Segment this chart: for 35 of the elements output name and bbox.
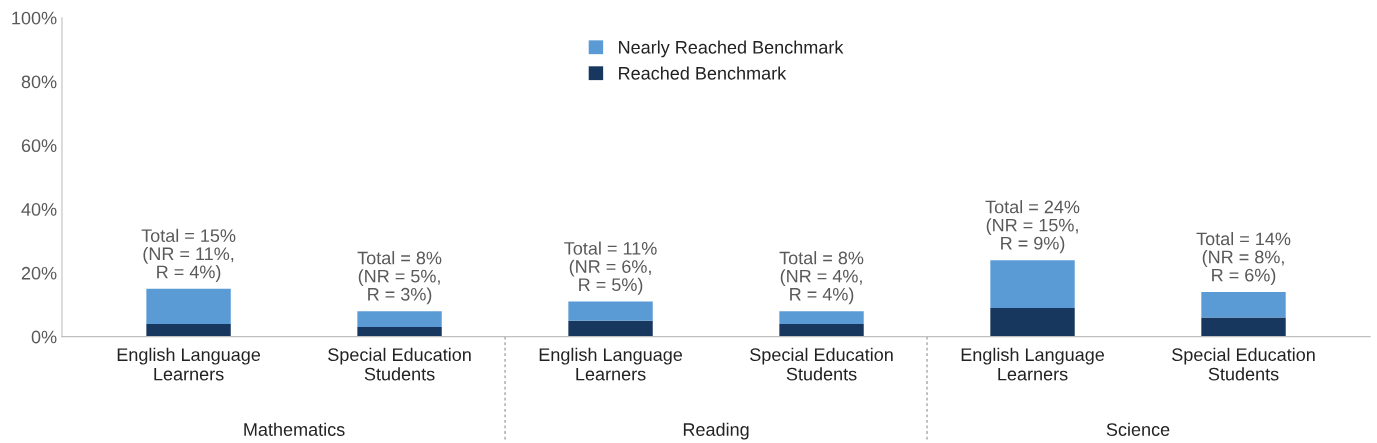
bar — [568, 301, 653, 321]
bar — [779, 323, 864, 337]
total-label: Total = 24% (NR = 15%, R = 9%) — [985, 200, 1080, 254]
bar — [357, 327, 442, 337]
y-tick-label: 60% — [21, 139, 57, 153]
text: Mathematics — [244, 422, 345, 436]
x-tick-label: English Language Learners — [539, 347, 683, 381]
x-tick-label: English Language Learners — [961, 347, 1105, 381]
bar — [1201, 317, 1286, 337]
text: Science — [1106, 422, 1170, 436]
y-tick-label: 20% — [21, 266, 57, 280]
total-label: Total = 8% (NR = 4%, R = 4%) — [779, 251, 864, 305]
x-tick-label: Special Education Students — [328, 347, 471, 381]
x-tick-label: Special Education Students — [1172, 347, 1315, 381]
bar — [146, 323, 231, 337]
bar — [779, 311, 864, 324]
y-tick-label: 80% — [21, 75, 57, 89]
y-tick-label: 0% — [31, 330, 57, 344]
total-label: Total = 14% (NR = 8%, R = 6%) — [1196, 231, 1291, 286]
bar — [990, 307, 1075, 337]
text: Reading — [683, 422, 749, 440]
x-tick-label: Special Education Students — [750, 347, 893, 381]
bar — [1201, 292, 1286, 318]
total-label: Total = 8% (NR = 5%, R = 3%) — [357, 251, 442, 305]
y-tick-label: 40% — [21, 203, 57, 216]
legend-label: Nearly Reached Benchmark — [619, 40, 844, 58]
legend-label: Reached Benchmark — [619, 66, 787, 80]
bar — [990, 260, 1075, 308]
bar — [357, 311, 442, 328]
bar — [568, 320, 653, 337]
y-tick-label: 100% — [12, 11, 57, 25]
bar — [146, 288, 231, 324]
total-label: Total = 11% (NR = 6%, R = 5%) — [564, 241, 657, 295]
total-label: Total = 15% (NR = 11%, R = 4%) — [141, 228, 236, 282]
x-tick-label: English Language Learners — [117, 347, 261, 381]
